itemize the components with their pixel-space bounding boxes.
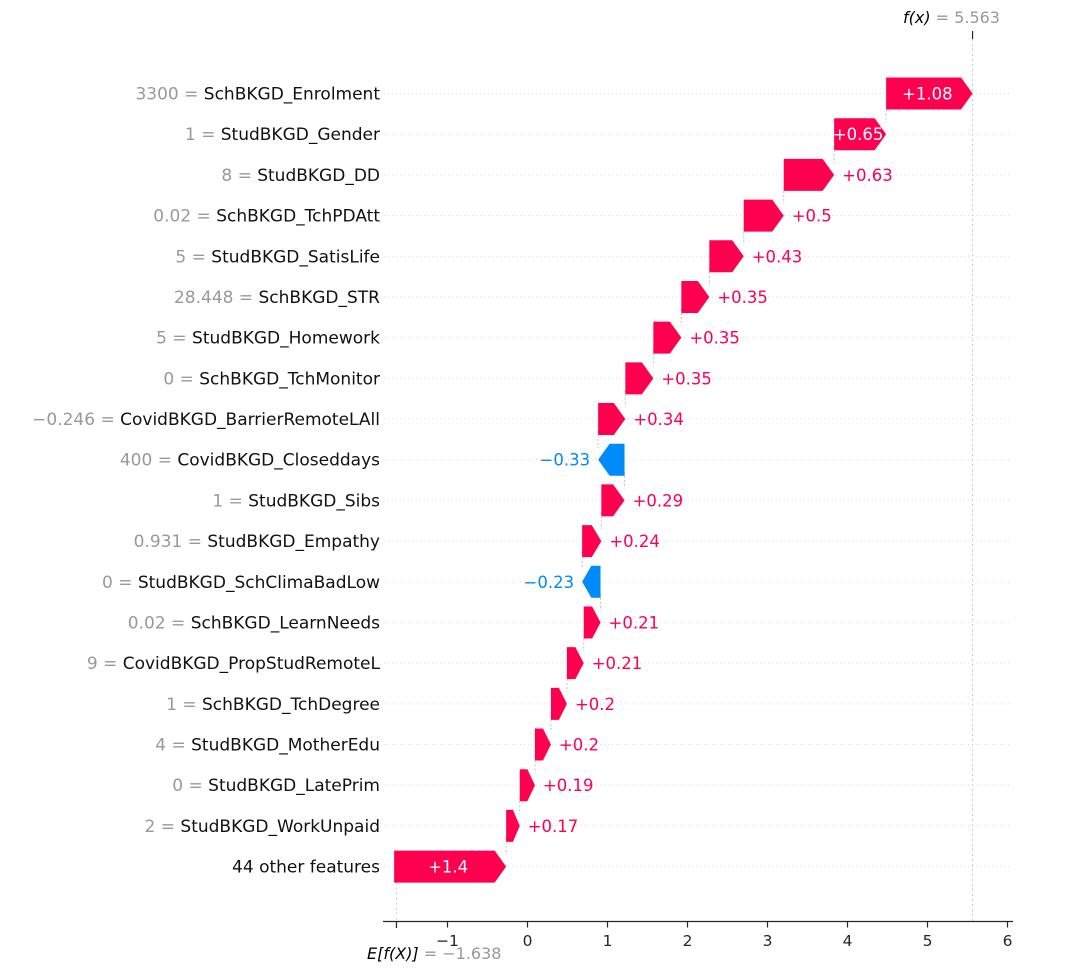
shap-value-label: +0.24 [609, 532, 660, 551]
feature-label: 0 = SchBKGD_TchMonitor [163, 369, 380, 389]
expected-value-annotation: E[f(X)] = −1.638 [367, 944, 501, 963]
efx-value: = −1.638 [418, 944, 502, 963]
efx-label: E[f(X)] [367, 944, 419, 963]
x-axis-tick-label: 3 [763, 932, 773, 950]
shap-value-label: −0.23 [524, 573, 575, 592]
feature-label: 4 = StudBKGD_MotherEdu [155, 736, 380, 756]
feature-label: 1 = SchBKGD_TchDegree [166, 695, 380, 715]
shap-bar-schbkgd-str [681, 280, 710, 313]
shap-value-label: +0.29 [633, 491, 684, 510]
feature-label: 0 = StudBKGD_LatePrim [172, 776, 380, 796]
shap-bar-covidbkgd-propstudremotel [566, 647, 584, 680]
shap-value-label: +0.63 [842, 166, 893, 185]
x-axis-tick-label: 2 [683, 932, 693, 950]
shap-value-label: −0.33 [540, 451, 591, 470]
x-axis-tick-label: 5 [923, 932, 933, 950]
shap-value-label: +0.17 [528, 817, 579, 836]
shap-bar-studbkgd-sibs [601, 484, 625, 517]
feature-label: 0 = StudBKGD_SchClimaBadLow [102, 573, 380, 593]
feature-label: 2 = StudBKGD_WorkUnpaid [145, 817, 380, 837]
shap-bar-studbkgd-motheredu [534, 728, 551, 761]
feature-label: 5 = StudBKGD_SatisLife [175, 247, 380, 267]
fx-annotation: f(x) = 5.563 [903, 8, 1000, 27]
feature-label: 9 = CovidBKGD_PropStudRemoteL [87, 654, 381, 674]
shap-bar-schbkgd-tchmonitor [625, 362, 654, 395]
shap-value-label: +0.21 [592, 654, 643, 673]
shap-bar-studbkgd-homework [653, 321, 682, 354]
shap-value-label: +0.19 [543, 776, 594, 795]
shap-value-label: +0.35 [661, 369, 712, 388]
shap-value-label: +0.65 [833, 125, 884, 144]
shap-bar-schbkgd-tchdegree [550, 687, 567, 720]
feature-label: 5 = StudBKGD_Homework [156, 329, 380, 349]
feature-label: 0.02 = SchBKGD_LearnNeeds [128, 613, 380, 633]
shap-value-label: +0.2 [559, 736, 599, 755]
shap-bar-studbkgd-dd [783, 158, 835, 191]
shap-bar-covidbkgd-closeddays [598, 443, 625, 476]
x-axis-tick-label: 1 [603, 932, 613, 950]
shap-value-label: +0.5 [792, 207, 832, 226]
shap-value-label: +0.35 [689, 329, 740, 348]
feature-label: 44 other features [232, 858, 380, 878]
feature-label: 28.448 = SchBKGD_STR [174, 288, 380, 308]
shap-bar-studbkgd-gender [834, 118, 887, 151]
shap-bar-44-other-features [394, 850, 507, 883]
x-axis-tick-label: 0 [523, 932, 533, 950]
shap-bar-studbkgd-schclimabadlow [582, 565, 601, 598]
fx-label: f(x) [903, 8, 931, 27]
feature-label: 8 = StudBKGD_DD [221, 166, 380, 186]
fx-value: = 5.563 [930, 8, 1000, 27]
shap-bar-studbkgd-satislife [709, 240, 744, 273]
shap-bar-schbkgd-enrolment [886, 77, 973, 110]
shap-value-label: +0.34 [633, 410, 684, 429]
shap-bar-schbkgd-learnneeds [583, 606, 601, 639]
shap-bar-studbkgd-workunpaid [506, 809, 520, 842]
x-axis-tick-label: 6 [1003, 932, 1013, 950]
shap-bar-studbkgd-empathy [582, 525, 602, 558]
feature-label: 3300 = SchBKGD_Enrolment [135, 85, 380, 105]
shap-value-label: +0.43 [752, 247, 803, 266]
x-axis-tick-label: 4 [843, 932, 853, 950]
feature-label: 0.931 = StudBKGD_Empathy [134, 532, 380, 552]
shap-value-label: +0.21 [609, 613, 660, 632]
feature-label: 400 = CovidBKGD_Closeddays [120, 451, 380, 471]
shap-bar-covidbkgd-barrierremotelall [598, 403, 626, 436]
shap-bar-schbkgd-tchpdatt [743, 199, 784, 232]
shap-value-label: +0.2 [575, 695, 615, 714]
shap-bar-studbkgd-lateprim [519, 769, 535, 802]
shap-value-label: +1.4 [428, 858, 468, 877]
feature-label: 1 = StudBKGD_Sibs [212, 491, 380, 511]
feature-label: 1 = StudBKGD_Gender [185, 125, 380, 145]
feature-label: −0.246 = CovidBKGD_BarrierRemoteLAll [32, 410, 380, 430]
shap-value-label: +1.08 [902, 85, 953, 104]
shap-value-label: +0.35 [717, 288, 768, 307]
x-axis-tick-label: −1 [436, 932, 459, 950]
feature-label: 0.02 = SchBKGD_TchPDAtt [153, 207, 380, 227]
